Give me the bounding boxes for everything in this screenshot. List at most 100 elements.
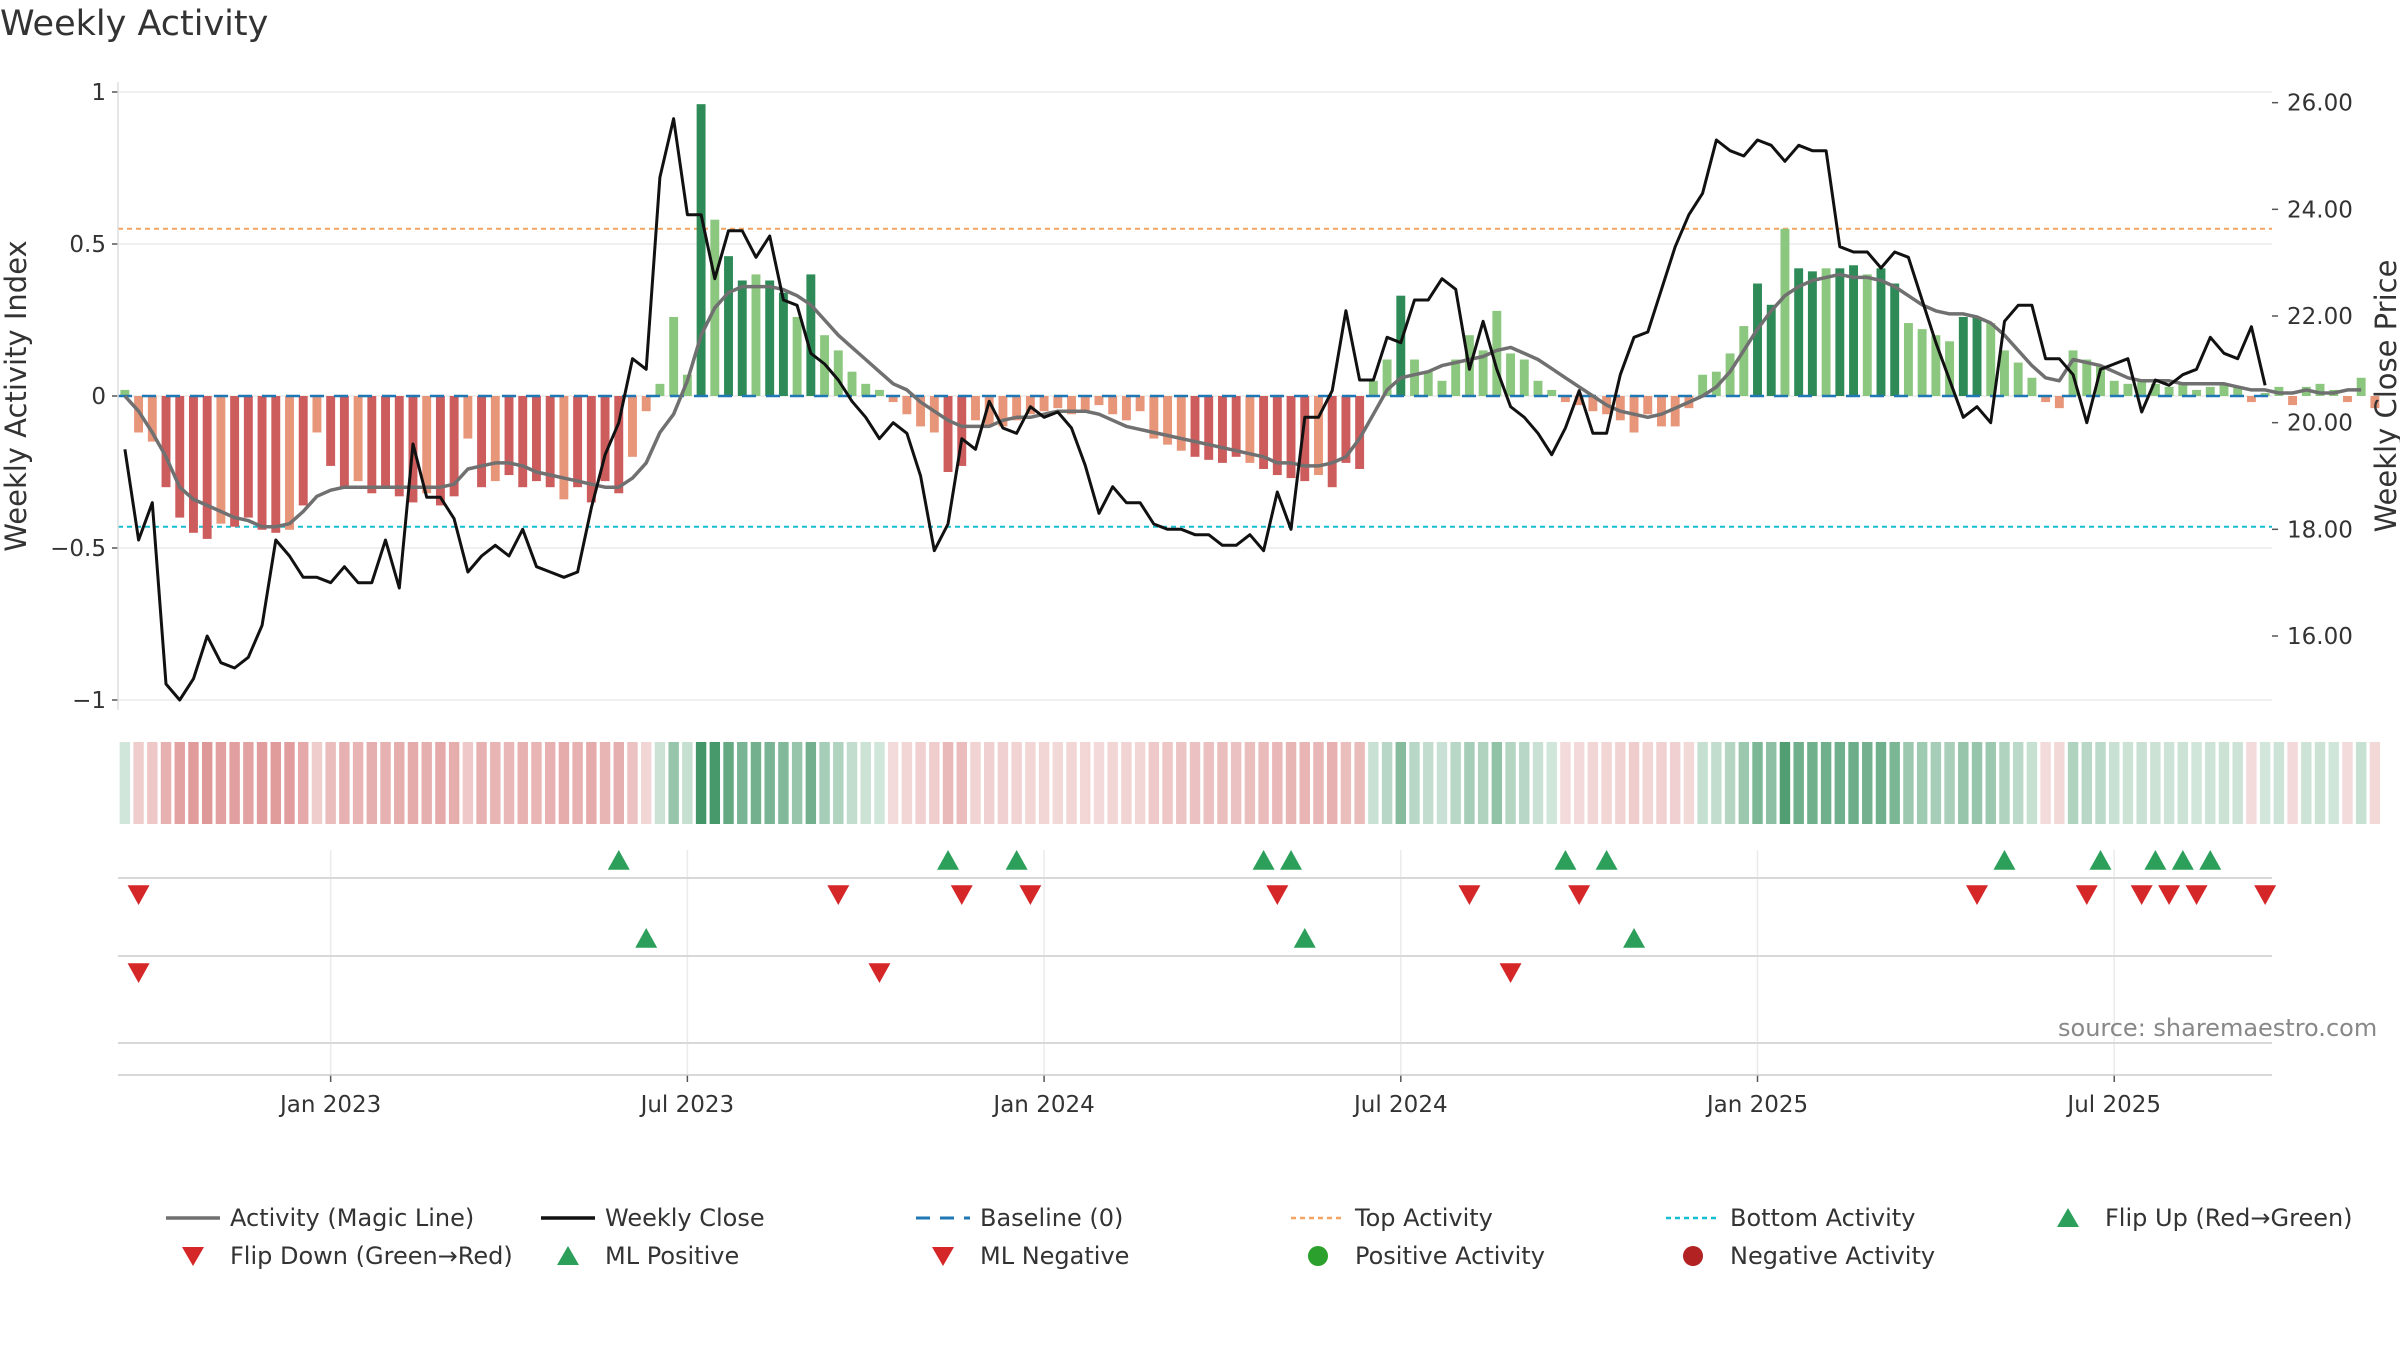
strip-cell xyxy=(1724,742,1736,824)
y2-axis-label: Weekly Close Price xyxy=(2369,260,2400,533)
flip-down-marker xyxy=(2185,885,2208,905)
activity-bar xyxy=(2041,396,2051,403)
activity-bar xyxy=(1506,353,1516,396)
activity-bar xyxy=(435,396,445,506)
strip-cell xyxy=(284,742,295,824)
activity-bar xyxy=(1478,350,1488,396)
activity-bar xyxy=(161,396,171,488)
activity-bar xyxy=(545,396,555,488)
flip-up-marker xyxy=(2089,850,2112,870)
activity-bar xyxy=(1149,396,1159,439)
activity-bar xyxy=(943,396,953,472)
strip-cell xyxy=(2095,742,2106,824)
activity-bar xyxy=(1053,396,1063,409)
strip-cell xyxy=(1532,742,1544,824)
activity-bar xyxy=(326,396,336,466)
strip-cell xyxy=(243,742,254,824)
strip-cell xyxy=(2081,742,2092,824)
activity-bar xyxy=(1986,323,1996,396)
activity-bar xyxy=(971,396,980,421)
strip-cell xyxy=(668,742,679,824)
activity-bar xyxy=(353,396,363,482)
strip-cell xyxy=(1546,742,1557,824)
activity-bar xyxy=(902,396,912,415)
activity-bar xyxy=(1314,396,1323,476)
activity-bar xyxy=(1451,359,1461,396)
strip-cell xyxy=(983,742,995,824)
activity-bar xyxy=(531,396,541,482)
activity-bar xyxy=(477,396,487,488)
activity-bar xyxy=(1012,396,1022,421)
strip-cell xyxy=(778,742,789,824)
strip-cell xyxy=(1848,742,1859,824)
activity-bar xyxy=(1039,396,1049,412)
strip-cell xyxy=(2342,742,2353,824)
x-tick-label: Jan 2023 xyxy=(278,1092,381,1118)
activity-bar xyxy=(669,316,679,396)
activity-bar xyxy=(586,396,596,503)
activity-bar xyxy=(833,350,843,396)
flip-down-marker xyxy=(950,885,973,905)
dotted-cyan-line-icon xyxy=(1666,1216,1720,1220)
activity-bar xyxy=(1259,396,1269,469)
activity-bars xyxy=(120,104,2380,539)
activity-bar xyxy=(1862,274,1872,396)
strip-cell xyxy=(1820,742,1832,824)
strip-cell xyxy=(1587,742,1599,824)
flip-down-marker xyxy=(1966,885,1989,905)
strip-cell xyxy=(2218,742,2230,824)
strip-cell xyxy=(750,742,762,824)
strip-cell xyxy=(1697,742,1708,824)
strip-cell xyxy=(1134,742,1146,824)
activity-bar xyxy=(929,396,939,433)
activity-bar xyxy=(957,396,967,466)
strip-cell xyxy=(1464,742,1475,824)
activity-bar xyxy=(1094,396,1104,406)
strip-cell xyxy=(1121,742,1132,824)
activity-bar xyxy=(1739,326,1749,396)
activity-bar xyxy=(2315,383,2325,396)
activity-bar xyxy=(778,292,788,396)
activity-bar xyxy=(1780,228,1790,396)
activity-bar xyxy=(120,389,130,396)
activity-bar xyxy=(1931,335,1941,396)
legend-symbol xyxy=(1683,1246,1703,1266)
legend-symbol xyxy=(557,1246,579,1265)
activity-bar xyxy=(257,396,267,530)
strip-cell xyxy=(1080,742,1091,824)
activity-bar xyxy=(1917,329,1927,396)
strip-cell xyxy=(1052,742,1064,824)
activity-bar xyxy=(463,396,473,439)
activity-bar xyxy=(1890,283,1900,396)
strip-cell xyxy=(407,742,419,824)
strip-cell xyxy=(695,742,707,824)
legend-label: Bottom Activity xyxy=(1730,1204,1916,1232)
activity-bar xyxy=(175,396,185,518)
activity-bar xyxy=(1492,310,1502,396)
strip-cell xyxy=(2026,742,2038,824)
activity-bar xyxy=(1121,396,1131,421)
activity-bar xyxy=(2233,386,2243,396)
legend-symbol xyxy=(1308,1246,1328,1266)
strip-cell xyxy=(421,742,432,824)
strip-cell xyxy=(819,742,830,824)
strip-cell xyxy=(2355,742,2367,824)
strip-cell xyxy=(2150,742,2161,824)
legend-symbol xyxy=(2057,1208,2079,1227)
strip-cell xyxy=(1162,742,1173,824)
strip-cell xyxy=(476,742,487,824)
activity-bar xyxy=(1190,396,1200,457)
strip-cell xyxy=(490,742,501,824)
strip-cell xyxy=(298,742,309,824)
activity-bar xyxy=(1533,380,1543,396)
strip-cell xyxy=(517,742,528,824)
activity-bar xyxy=(998,396,1008,427)
activity-bar xyxy=(2288,396,2298,406)
strip-cell xyxy=(2232,742,2243,824)
dotted-orange-line-icon xyxy=(1291,1216,1345,1220)
ml-negative-marker xyxy=(1499,963,1522,983)
activity-bar xyxy=(641,396,651,412)
strip-cell xyxy=(1395,742,1407,824)
strip-cell xyxy=(833,742,844,824)
activity-bar xyxy=(1341,396,1351,463)
